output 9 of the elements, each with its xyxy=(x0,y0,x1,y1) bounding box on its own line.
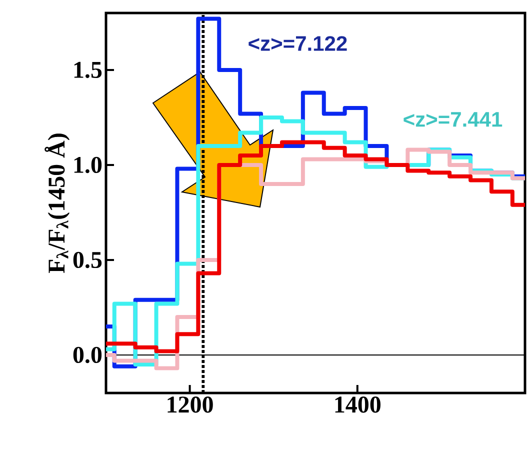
x-tick-label: 1400 xyxy=(335,396,380,413)
series-label: <z>=7.122 xyxy=(248,36,347,51)
y-tick-label: 0.0 xyxy=(73,346,102,364)
y-axis-title: F$_{λ}$/F$_{λ}$(1450 Å) xyxy=(44,134,70,273)
y-tick-label: 1.5 xyxy=(74,62,102,78)
series-label: <z>=7.441 xyxy=(404,112,502,127)
y-tick-label: 0.5 xyxy=(73,252,102,268)
y-tick-label: 1.0 xyxy=(74,156,102,174)
x-tick-label: 1200 xyxy=(168,396,213,413)
